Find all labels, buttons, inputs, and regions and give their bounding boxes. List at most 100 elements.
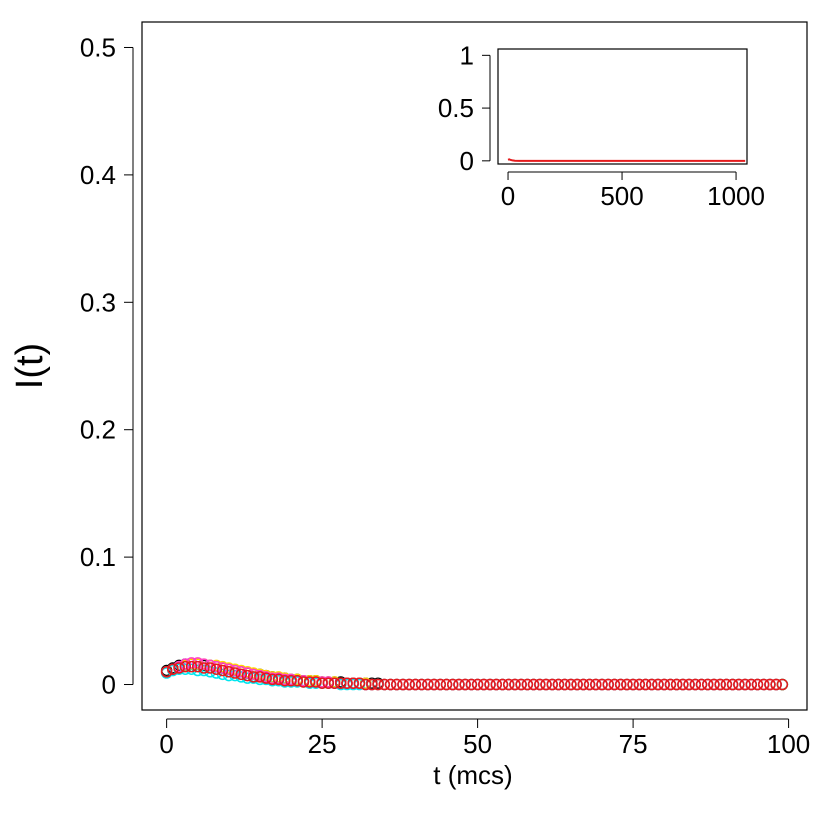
y-tick-label: 0.1 xyxy=(80,542,116,572)
y-tick-label: 0.4 xyxy=(80,160,116,190)
data-point xyxy=(310,676,322,688)
x-tick-label: 50 xyxy=(463,729,492,759)
data-point xyxy=(384,678,397,691)
data-point xyxy=(639,678,652,691)
data-point xyxy=(378,678,391,691)
x-tick-label: 500 xyxy=(600,181,643,211)
data-point xyxy=(198,662,210,674)
y-tick-label: 0 xyxy=(460,146,474,176)
data-point xyxy=(210,663,223,675)
data-point xyxy=(689,678,702,691)
y-tick-label: 0.5 xyxy=(80,32,116,62)
data-point xyxy=(770,678,782,691)
data-point xyxy=(446,678,459,691)
data-point xyxy=(241,669,254,682)
data-point xyxy=(204,662,216,674)
data-point xyxy=(478,678,490,691)
data-point xyxy=(185,660,198,673)
data-point xyxy=(776,678,789,691)
data-point xyxy=(502,678,515,691)
data-point xyxy=(297,676,310,688)
y-tick-label: 1 xyxy=(460,40,474,70)
data-point xyxy=(322,677,335,689)
data-point xyxy=(558,678,571,691)
data-point xyxy=(540,678,552,691)
data-point xyxy=(397,678,409,691)
data-point xyxy=(409,678,422,691)
data-point xyxy=(565,678,577,691)
data-point xyxy=(652,678,664,691)
y-tick-label: 0 xyxy=(102,670,116,700)
y-tick-label: 0.5 xyxy=(438,93,474,123)
plot-frame xyxy=(497,48,748,165)
data-point xyxy=(583,678,596,691)
data-point xyxy=(179,660,192,673)
data-point xyxy=(552,678,565,691)
data-point xyxy=(726,678,739,691)
data-point xyxy=(260,672,272,684)
data-point xyxy=(223,666,235,678)
data-point xyxy=(733,678,745,691)
data-point xyxy=(496,678,509,691)
x-tick-label: 0 xyxy=(159,729,173,759)
data-point xyxy=(608,678,621,691)
data-point xyxy=(403,678,415,691)
data-point xyxy=(590,678,602,691)
data-point xyxy=(459,678,471,691)
data-point xyxy=(701,678,714,691)
data-point xyxy=(422,678,434,691)
data-point xyxy=(677,678,689,691)
data-point xyxy=(621,678,633,691)
data-point xyxy=(714,678,726,691)
data-point xyxy=(720,678,733,691)
data-point xyxy=(347,677,359,689)
data-point xyxy=(602,678,614,691)
data-point xyxy=(708,678,720,691)
data-point xyxy=(764,678,776,691)
x-axis-label: t (mcs) xyxy=(433,760,512,790)
data-point xyxy=(359,678,372,691)
data-point xyxy=(216,664,229,677)
data-point xyxy=(596,678,608,691)
data-point xyxy=(434,678,447,691)
data-point xyxy=(465,678,478,691)
x-tick-label: 0 xyxy=(501,181,515,211)
data-point xyxy=(521,678,534,691)
data-point xyxy=(279,674,291,687)
data-point xyxy=(428,678,440,691)
data-point xyxy=(303,676,316,688)
data-point xyxy=(490,678,503,691)
data-point xyxy=(291,674,303,687)
data-point xyxy=(546,678,558,691)
data-point xyxy=(471,678,484,691)
data-point xyxy=(160,666,173,678)
data-point xyxy=(658,678,670,691)
data-point xyxy=(272,673,285,686)
x-tick-label: 100 xyxy=(767,729,810,759)
data-point xyxy=(391,678,403,691)
x-tick-label: 1000 xyxy=(707,181,765,211)
data-point xyxy=(646,678,658,691)
data-point xyxy=(328,677,341,689)
data-point xyxy=(191,664,204,677)
data-point xyxy=(353,677,366,689)
data-point xyxy=(341,677,353,689)
data-point xyxy=(440,678,453,691)
data-point xyxy=(614,678,627,691)
data-point xyxy=(534,678,546,691)
data-point xyxy=(191,660,204,673)
data-point xyxy=(335,677,347,689)
data-point xyxy=(757,678,770,691)
x-tick-label: 25 xyxy=(308,729,337,759)
data-point xyxy=(683,678,695,691)
data-line xyxy=(507,158,746,162)
data-point xyxy=(453,678,465,691)
data-point xyxy=(670,678,683,691)
data-point xyxy=(229,667,241,679)
data-point xyxy=(266,673,279,686)
data-point xyxy=(235,668,248,681)
data-point xyxy=(577,678,590,691)
x-tick-label: 75 xyxy=(619,729,648,759)
